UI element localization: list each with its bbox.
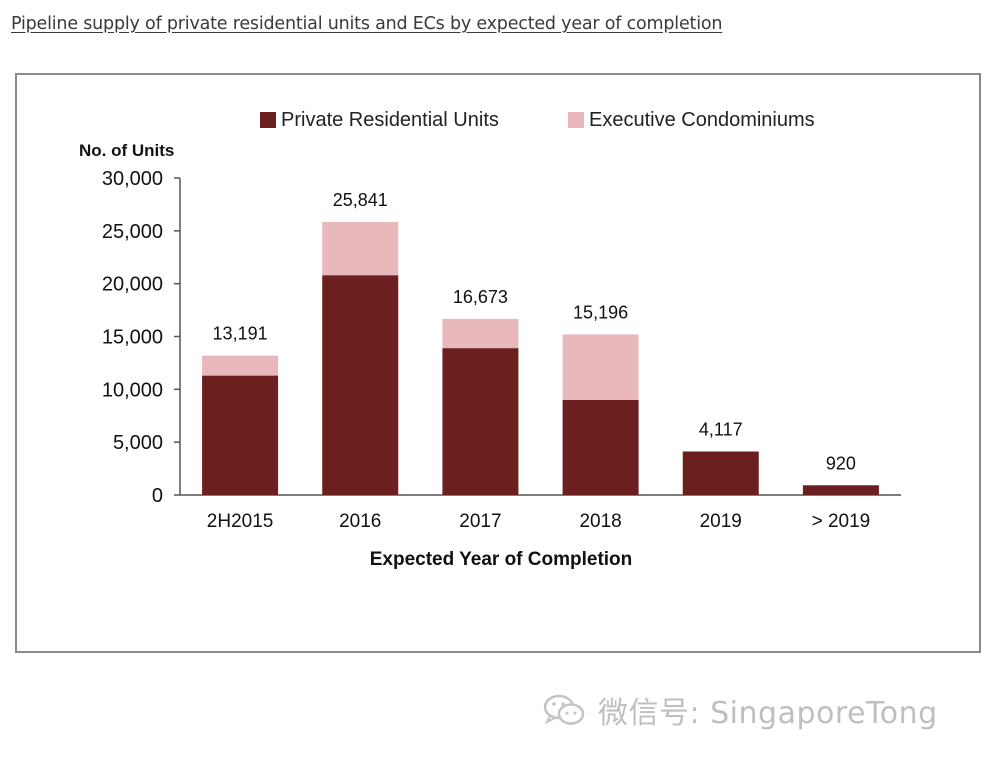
bar-executive-condominium: [562, 334, 639, 400]
y-tick-label: 5,000: [113, 432, 163, 454]
watermark: 微信号: SingaporeTong: [540, 690, 938, 731]
y-axis-label: No. of Units: [79, 141, 174, 160]
bar-total-label: 13,191: [213, 324, 268, 344]
legend-swatch-ec: [568, 112, 584, 128]
bar-executive-condominium: [442, 318, 519, 349]
bar-total-label: 920: [826, 453, 856, 473]
x-tick-label: 2017: [459, 511, 501, 532]
y-tick-label: 30,000: [102, 168, 163, 190]
bar-private-residential: [442, 348, 519, 495]
x-tick-label: > 2019: [812, 511, 871, 532]
bar-private-residential: [802, 485, 879, 495]
bar-private-residential: [202, 375, 279, 495]
y-tick-label: 20,000: [102, 274, 163, 296]
wechat-icon: [543, 694, 585, 725]
bar-total-label: 15,196: [573, 302, 628, 322]
y-tick-label: 25,000: [102, 221, 163, 243]
x-axis-label: Expected Year of Completion: [370, 549, 633, 570]
bar-total-label: 16,673: [453, 287, 508, 307]
page-title[interactable]: Pipeline supply of private residential u…: [11, 14, 723, 34]
bar-executive-condominium: [202, 355, 279, 376]
plot-area: 0 5,000 10,000 15,000 20,000 25,000 30,000 13,1…: [102, 168, 901, 532]
bar-executive-condominium: [322, 221, 399, 276]
watermark-text: 微信号: SingaporeTong: [598, 696, 938, 731]
x-tick-label: 2016: [339, 511, 381, 532]
legend-swatch-private: [260, 112, 276, 128]
bar-private-residential: [562, 399, 639, 495]
bar-total-label: 25,841: [333, 190, 388, 210]
bar-private-residential: [682, 451, 759, 495]
x-tick-label: 2019: [700, 511, 742, 532]
chart-frame: Private Residential Units Executive Cond…: [15, 73, 981, 653]
y-tick-label: 0: [152, 485, 163, 507]
bar-private-residential: [322, 275, 399, 495]
legend-label-private: Private Residential Units: [281, 109, 499, 131]
y-tick-label: 10,000: [102, 379, 163, 401]
x-tick-label: 2H2015: [207, 511, 274, 532]
legend-label-ec: Executive Condominiums: [589, 109, 815, 131]
bar-total-label: 4,117: [699, 419, 743, 439]
y-tick-label: 15,000: [102, 327, 163, 349]
legend: Private Residential Units Executive Cond…: [260, 109, 815, 131]
bar-chart: Private Residential Units Executive Cond…: [79, 109, 901, 570]
x-tick-label: 2018: [579, 511, 621, 532]
